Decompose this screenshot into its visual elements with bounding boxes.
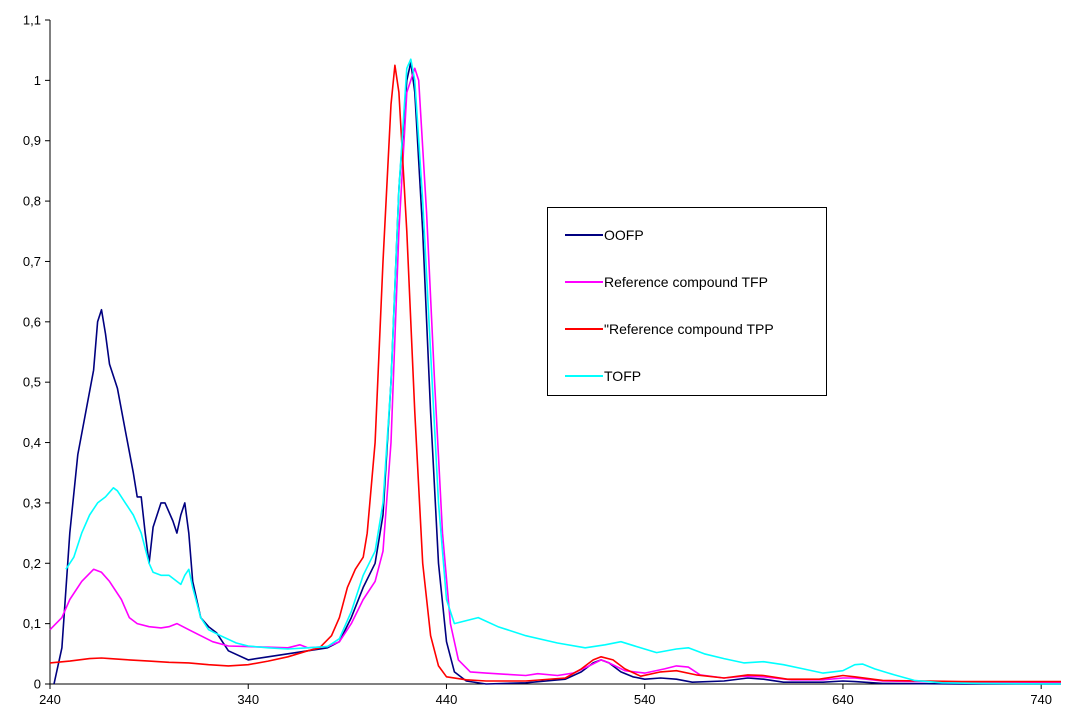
legend-label: "Reference compound TPP	[604, 321, 774, 337]
y-tick-label: 0,2	[23, 556, 41, 571]
y-tick-label: 0,1	[23, 616, 41, 631]
x-tick-label: 240	[39, 692, 61, 707]
legend-swatch	[565, 281, 603, 283]
y-tick-label: 1	[34, 73, 41, 88]
x-tick-label: 540	[634, 692, 656, 707]
legend-swatch	[565, 234, 603, 236]
series-line-1	[49, 67, 1061, 683]
series-line-3	[65, 58, 1062, 685]
y-tick-label: 0,7	[23, 254, 41, 269]
series-line-0	[53, 61, 1061, 685]
x-tick-label: 640	[832, 692, 854, 707]
legend-item: TOFP	[548, 366, 641, 386]
axes: 0 0,1 0,2 0,3 0,4 0,5 0,6 0,7 0,8 0,9 1 1,1 240 340 44…	[23, 13, 1061, 707]
legend-swatch	[565, 328, 603, 330]
legend-item: "Reference compound TPP	[548, 319, 774, 339]
legend: OOFP Reference compound TFP "Reference com…	[547, 207, 827, 396]
series-layer	[49, 58, 1062, 685]
y-tick-label: 0,3	[23, 495, 41, 510]
legend-swatch	[565, 375, 603, 377]
series-line-2	[49, 64, 1061, 683]
legend-item: OOFP	[548, 225, 644, 245]
x-tick-label: 740	[1030, 692, 1052, 707]
x-tick-label: 440	[436, 692, 458, 707]
y-tick-label: 0,4	[23, 435, 41, 450]
legend-label: Reference compound TFP	[604, 274, 768, 290]
x-tick-label: 340	[237, 692, 259, 707]
y-tick-label: 0,5	[23, 375, 41, 390]
legend-label: OOFP	[604, 227, 644, 243]
legend-label: TOFP	[604, 368, 642, 384]
y-tick-label: 0,9	[23, 133, 41, 148]
y-tick-label: 0	[34, 677, 41, 692]
y-tick-label: 1,1	[23, 13, 41, 28]
y-tick-label: 0,6	[23, 314, 41, 329]
y-tick-label: 0,8	[23, 194, 41, 209]
legend-item: Reference compound TFP	[548, 272, 768, 292]
